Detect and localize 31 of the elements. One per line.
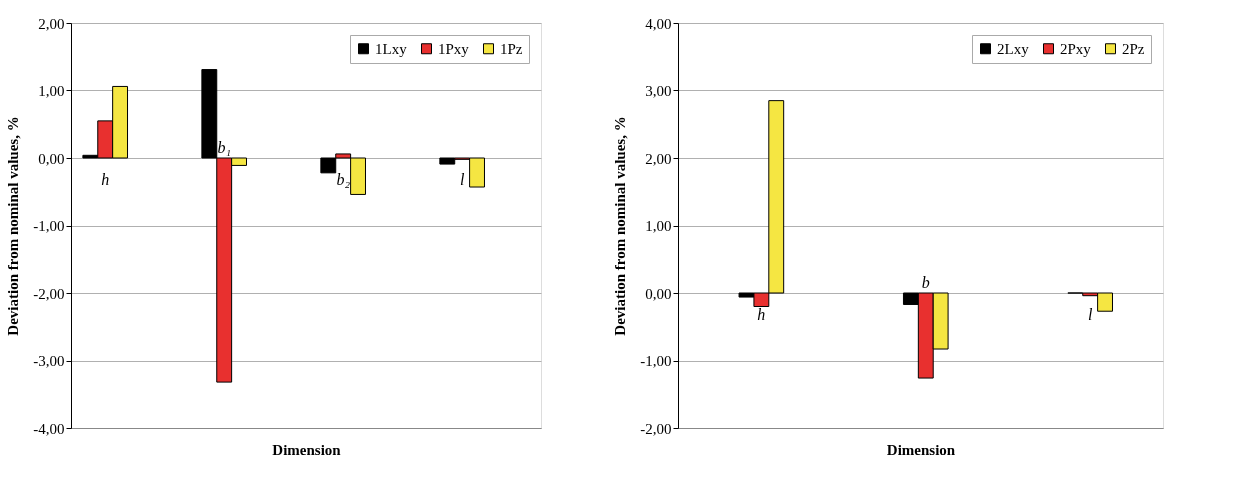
y-tick-label: 3,00 <box>645 83 672 99</box>
y-tick-label: 4,00 <box>645 15 672 32</box>
legend-label: 1Pxy <box>438 40 470 57</box>
y-tick-label: 1,00 <box>645 218 672 234</box>
y-tick-label: 0,00 <box>645 285 672 302</box>
legend-label: 2Lxy <box>997 40 1030 57</box>
legend-label: 1Pz <box>500 40 523 57</box>
y-tick-label: 0,00 <box>38 150 65 167</box>
y-tick-label: -1,00 <box>640 353 672 369</box>
y-tick-label: -4,00 <box>33 420 65 437</box>
legend-label: 2Pz <box>1122 40 1145 57</box>
x-tick-label: b <box>921 274 930 291</box>
y-axis-title: Deviation from nominal values, % <box>612 116 629 336</box>
x-tick-label: l <box>1087 306 1093 323</box>
y-tick-label: 1,00 <box>38 83 65 99</box>
y-tick-label: -3,00 <box>33 353 65 369</box>
x-tick-label: h <box>757 306 766 323</box>
y-axis-title: Deviation from nominal values, % <box>5 116 22 336</box>
x-axis-title: Dimension <box>886 441 956 458</box>
y-tick-label: 2,00 <box>38 15 65 32</box>
x-tick-label: h <box>101 171 110 188</box>
legend-label: 2Pxy <box>1060 40 1092 57</box>
y-tick-label: -2,00 <box>640 420 672 437</box>
legend-label: 1Lxy <box>375 40 408 57</box>
x-tick-label: l <box>459 171 465 188</box>
x-axis-title: Dimension <box>272 441 342 458</box>
x-tick-label: b₁ <box>217 139 231 156</box>
x-tick-label: b₂ <box>336 171 351 188</box>
y-tick-label: 2,00 <box>645 150 672 167</box>
y-tick-label: -2,00 <box>33 285 65 302</box>
y-tick-label: -1,00 <box>33 218 65 234</box>
